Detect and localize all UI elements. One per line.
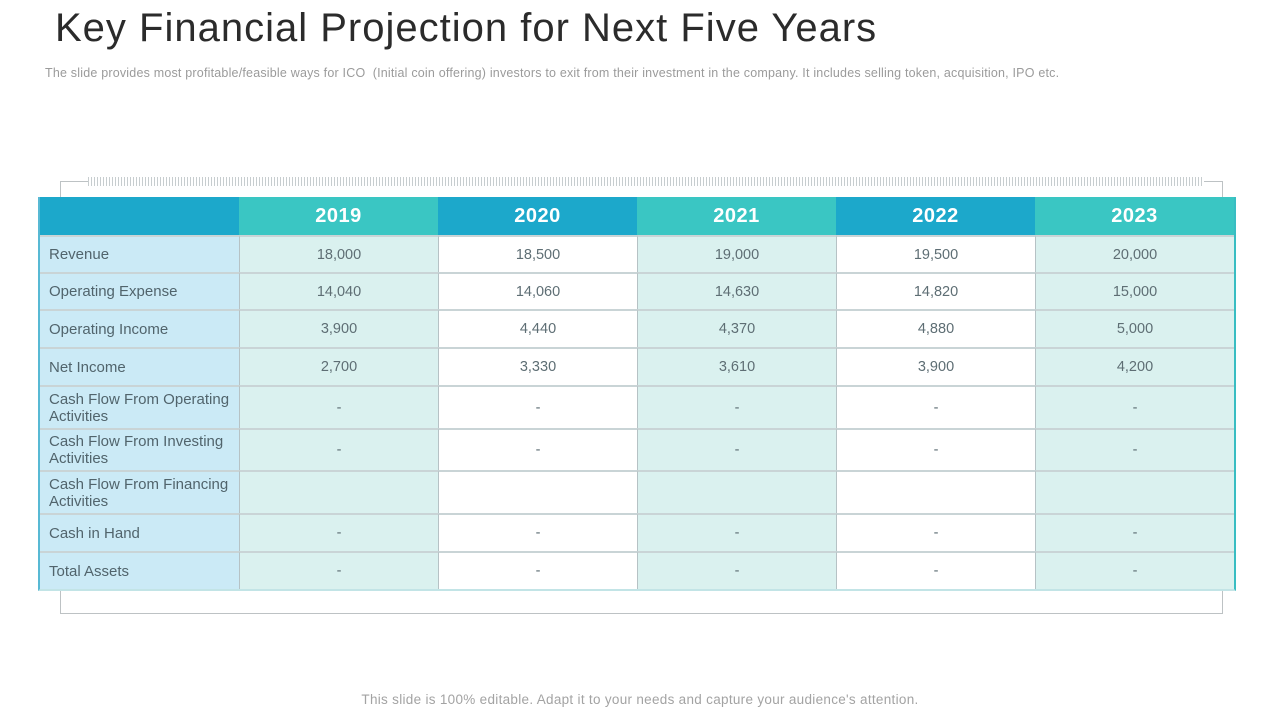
value-cell: [836, 470, 1035, 513]
value-cell: 4,880: [836, 309, 1035, 347]
value-cell: 19,000: [637, 235, 836, 272]
value-cell: -: [637, 513, 836, 551]
row-label-net-income: Net Income: [40, 347, 239, 385]
value-cell: -: [438, 385, 637, 428]
value-cell: -: [239, 513, 438, 551]
year-header-2020: 2020: [438, 197, 637, 235]
value-cell: -: [438, 551, 637, 589]
value-cell: 20,000: [1035, 235, 1234, 272]
year-header-2022: 2022: [836, 197, 1035, 235]
value-cell: 4,200: [1035, 347, 1234, 385]
value-cell: -: [438, 513, 637, 551]
value-cell: 3,610: [637, 347, 836, 385]
value-cell: [1035, 470, 1234, 513]
year-header-2019: 2019: [239, 197, 438, 235]
value-cell: -: [836, 551, 1035, 589]
value-cell: -: [1035, 428, 1234, 470]
slide-title: Key Financial Projection for Next Five Y…: [55, 6, 878, 50]
year-header-2023: 2023: [1035, 197, 1234, 235]
value-cell: 4,440: [438, 309, 637, 347]
value-cell: 14,820: [836, 272, 1035, 309]
value-cell: -: [637, 551, 836, 589]
row-label-cash-flow-financing: Cash Flow From Financing Activities: [40, 470, 239, 513]
value-cell: 3,900: [239, 309, 438, 347]
row-label-operating-income: Operating Income: [40, 309, 239, 347]
value-cell: 5,000: [1035, 309, 1234, 347]
value-cell: -: [239, 385, 438, 428]
value-cell: -: [637, 385, 836, 428]
slide-subtitle: The slide provides most profitable/feasi…: [45, 66, 1060, 80]
value-cell: 18,500: [438, 235, 637, 272]
value-cell: -: [637, 428, 836, 470]
value-cell: -: [239, 428, 438, 470]
dotted-ruler-decoration: [88, 177, 1204, 186]
corner-header-cell: [40, 197, 239, 235]
value-cell: [637, 470, 836, 513]
value-cell: [239, 470, 438, 513]
value-cell: -: [1035, 551, 1234, 589]
value-cell: 4,370: [637, 309, 836, 347]
value-cell: 14,040: [239, 272, 438, 309]
value-cell: 2,700: [239, 347, 438, 385]
value-cell: 18,000: [239, 235, 438, 272]
row-label-total-assets: Total Assets: [40, 551, 239, 589]
value-cell: 3,330: [438, 347, 637, 385]
value-cell: -: [1035, 385, 1234, 428]
value-cell: -: [836, 428, 1035, 470]
row-label-cash-flow-operating: Cash Flow From Operating Activities: [40, 385, 239, 428]
value-cell: 14,630: [637, 272, 836, 309]
value-cell: -: [836, 513, 1035, 551]
row-label-operating-expense: Operating Expense: [40, 272, 239, 309]
value-cell: -: [438, 428, 637, 470]
row-label-revenue: Revenue: [40, 235, 239, 272]
value-cell: [438, 470, 637, 513]
value-cell: 19,500: [836, 235, 1035, 272]
year-header-2021: 2021: [637, 197, 836, 235]
value-cell: 3,900: [836, 347, 1035, 385]
financial-projection-table: 2019 2020 2021 2022 2023 Revenue 18,000 …: [38, 197, 1236, 591]
value-cell: 15,000: [1035, 272, 1234, 309]
value-cell: -: [1035, 513, 1234, 551]
footer-note: This slide is 100% editable. Adapt it to…: [361, 692, 919, 707]
row-label-cash-in-hand: Cash in Hand: [40, 513, 239, 551]
row-label-cash-flow-investing: Cash Flow From Investing Activities: [40, 428, 239, 470]
value-cell: 14,060: [438, 272, 637, 309]
value-cell: -: [239, 551, 438, 589]
value-cell: -: [836, 385, 1035, 428]
